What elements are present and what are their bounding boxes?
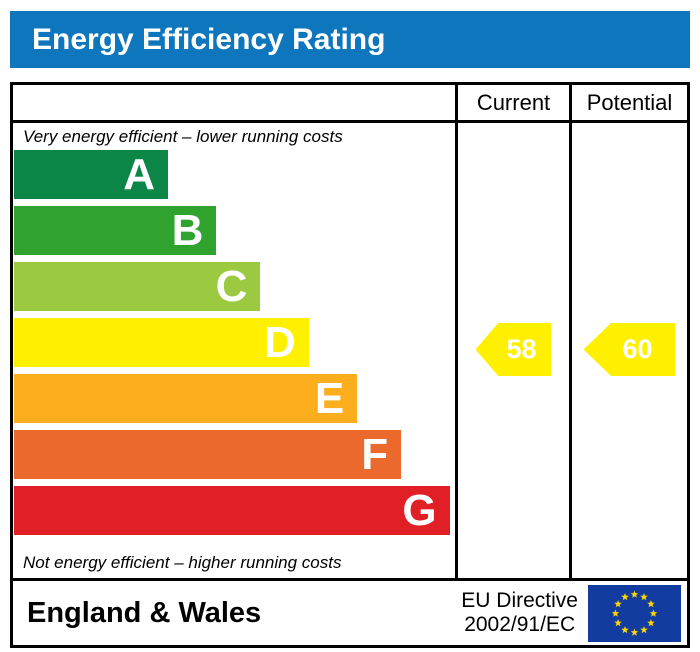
band-bar-C: C <box>14 261 261 311</box>
band-letter-D: D <box>264 317 296 367</box>
header-cell-potential: Potential <box>572 85 687 120</box>
table-header-row: Current Potential <box>13 85 687 123</box>
band-bar-F: F <box>14 429 402 479</box>
eu-directive-line2: 2002/91/EC <box>464 613 576 636</box>
rating-table: Current Potential Very energy efficient … <box>10 82 690 648</box>
potential-rating-arrow: 60 <box>583 323 676 376</box>
eu-flag-icon <box>588 584 681 642</box>
header-cell-current: Current <box>458 85 572 120</box>
band-bar-A: A <box>14 150 168 199</box>
region-label: England & Wales <box>27 596 262 629</box>
band-bar-D: D <box>14 318 309 367</box>
band-letter-B: B <box>171 205 204 255</box>
potential-rating-value: 60 <box>622 334 653 364</box>
rating-scale-cell: Very energy efficient – lower running co… <box>13 123 458 578</box>
table-body-row: Very energy efficient – lower running co… <box>13 123 687 578</box>
page-title: Energy Efficiency Rating <box>32 22 386 56</box>
eu-directive-label: EU Directive 2002/91/EC <box>461 589 578 637</box>
title-bar: Energy Efficiency Rating <box>10 11 690 68</box>
current-rating-cell: 58 <box>458 123 572 578</box>
eu-directive-line1: EU Directive <box>461 588 578 612</box>
band-bar-G: G <box>14 486 450 535</box>
top-note: Very energy efficient – lower running co… <box>23 127 343 146</box>
band-letter-G: G <box>402 485 437 535</box>
band-bar-E: E <box>14 373 358 423</box>
bottom-note: Not energy efficient – higher running co… <box>23 553 342 572</box>
band-letter-A: A <box>123 149 155 199</box>
current-rating-value: 58 <box>506 334 537 364</box>
current-rating-arrow: 58 <box>475 323 552 376</box>
potential-rating-cell: 60 <box>572 123 687 578</box>
table-footer-row: England & Wales EU Directive 2002/91/EC <box>13 578 687 645</box>
header-cell-scale <box>13 85 458 120</box>
band-letter-F: F <box>361 429 389 479</box>
band-letter-E: E <box>314 373 345 423</box>
current-column-label: Current <box>476 89 551 115</box>
potential-column-label: Potential <box>586 89 673 115</box>
band-letter-C: C <box>215 261 248 311</box>
band-bar-B: B <box>14 205 217 255</box>
